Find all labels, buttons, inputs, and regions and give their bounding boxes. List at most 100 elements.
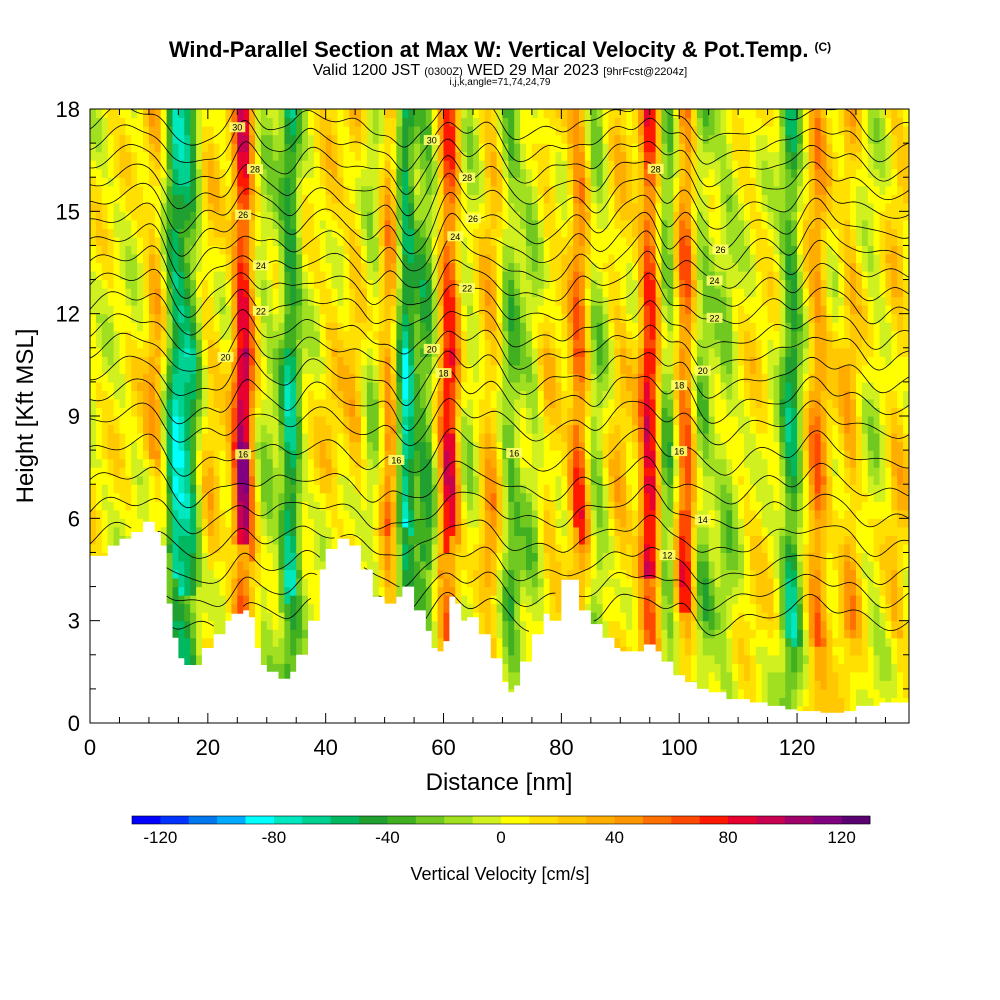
- velocity-cell: [349, 305, 356, 315]
- velocity-cell: [154, 262, 162, 272]
- velocity-cell: [443, 168, 450, 178]
- velocity-cell: [249, 595, 256, 605]
- velocity-cell: [443, 458, 450, 468]
- velocity-cell: [343, 390, 350, 400]
- velocity-cell: [219, 262, 227, 272]
- velocity-cell: [484, 151, 492, 161]
- velocity-cell: [484, 526, 492, 536]
- velocity-cell: [467, 134, 474, 144]
- velocity-cell: [372, 535, 380, 545]
- velocity-cell: [119, 330, 126, 340]
- velocity-cell: [143, 134, 150, 144]
- velocity-cell: [473, 424, 480, 434]
- velocity-cell: [490, 475, 498, 485]
- velocity-cell: [260, 416, 268, 426]
- velocity-cell: [331, 305, 339, 315]
- velocity-cell: [290, 143, 297, 153]
- velocity-cell: [284, 433, 291, 443]
- velocity-cell: [384, 262, 392, 272]
- velocity-cell: [343, 467, 350, 477]
- velocity-cell: [90, 219, 97, 229]
- velocity-cell: [154, 364, 162, 374]
- velocity-cell: [119, 518, 126, 528]
- velocity-cell: [467, 441, 474, 451]
- velocity-cell: [172, 518, 179, 528]
- velocity-cell: [484, 450, 492, 460]
- velocity-cell: [207, 543, 215, 553]
- velocity-cell: [396, 271, 403, 281]
- velocity-cell: [201, 475, 209, 485]
- velocity-cell: [302, 381, 309, 391]
- velocity-cell: [337, 279, 344, 289]
- velocity-cell: [343, 475, 350, 485]
- velocity-cell: [467, 390, 474, 400]
- velocity-cell: [431, 279, 439, 289]
- velocity-cell: [302, 458, 309, 468]
- velocity-cell: [473, 501, 480, 511]
- velocity-cell: [225, 458, 232, 468]
- velocity-cell: [390, 586, 397, 596]
- velocity-cell: [455, 143, 462, 153]
- velocity-cell: [425, 543, 433, 553]
- velocity-cell: [266, 535, 274, 545]
- velocity-cell: [437, 629, 445, 639]
- velocity-cell: [473, 219, 480, 229]
- velocity-cell: [225, 288, 232, 298]
- velocity-cell: [302, 398, 309, 408]
- velocity-cell: [390, 492, 397, 502]
- velocity-cell: [225, 612, 232, 622]
- velocity-cell: [266, 117, 274, 127]
- velocity-cell: [319, 185, 327, 195]
- velocity-cell: [148, 424, 156, 434]
- velocity-cell: [437, 492, 445, 502]
- velocity-cell: [455, 373, 462, 383]
- velocity-cell: [408, 126, 415, 136]
- velocity-cell: [260, 458, 268, 468]
- velocity-cell: [473, 569, 480, 579]
- velocity-cell: [231, 194, 238, 204]
- velocity-cell: [184, 612, 191, 622]
- velocity-cell: [319, 134, 327, 144]
- velocity-cell: [455, 177, 462, 187]
- velocity-cell: [260, 279, 268, 289]
- velocity-cell: [255, 202, 262, 212]
- velocity-cell: [95, 356, 103, 366]
- velocity-cell: [90, 151, 97, 161]
- velocity-cell: [278, 151, 285, 161]
- velocity-cell: [143, 339, 150, 349]
- velocity-cell: [184, 441, 191, 451]
- velocity-cell: [384, 211, 392, 221]
- velocity-cell: [372, 381, 380, 391]
- velocity-cell: [166, 245, 174, 255]
- velocity-cell: [414, 151, 421, 161]
- velocity-cell: [166, 458, 174, 468]
- velocity-cell: [449, 356, 456, 366]
- velocity-cell: [213, 313, 221, 323]
- velocity-cell: [237, 603, 244, 613]
- velocity-cell: [154, 194, 162, 204]
- velocity-cell: [290, 356, 297, 366]
- velocity-cell: [308, 407, 315, 417]
- velocity-cell: [231, 518, 238, 528]
- velocity-cell: [255, 398, 262, 408]
- velocity-cell: [366, 535, 374, 545]
- velocity-cell: [119, 390, 126, 400]
- velocity-cell: [231, 185, 238, 195]
- velocity-cell: [437, 322, 445, 332]
- velocity-cell: [213, 236, 221, 246]
- velocity-cell: [137, 194, 144, 204]
- velocity-cell: [449, 143, 456, 153]
- velocity-cell: [490, 262, 498, 272]
- velocity-cell: [178, 305, 185, 315]
- velocity-cell: [196, 390, 203, 400]
- velocity-cell: [361, 126, 368, 136]
- velocity-cell: [201, 416, 209, 426]
- velocity-cell: [201, 254, 209, 264]
- velocity-cell: [172, 543, 179, 553]
- velocity-cell: [201, 509, 209, 519]
- velocity-cell: [231, 228, 238, 238]
- velocity-cell: [296, 526, 303, 536]
- velocity-cell: [225, 279, 232, 289]
- velocity-cell: [461, 356, 468, 366]
- velocity-cell: [260, 185, 268, 195]
